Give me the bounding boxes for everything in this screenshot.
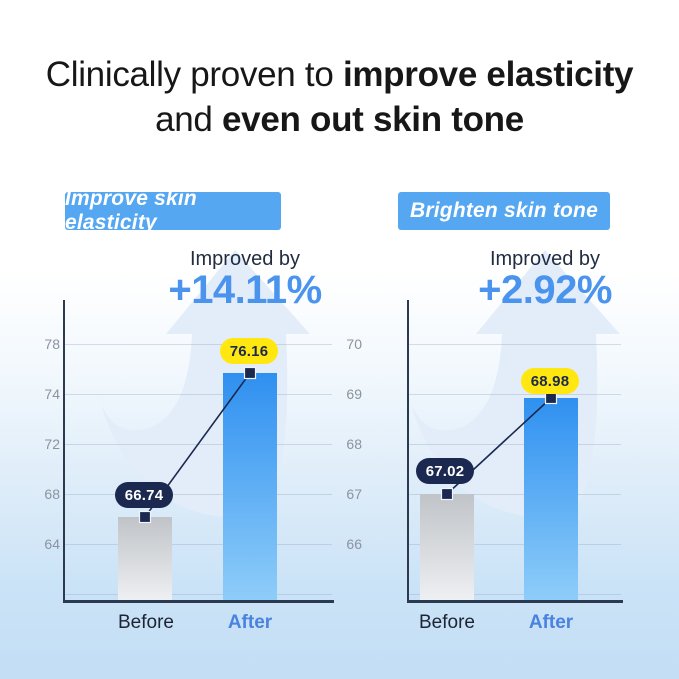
title-bold-2: even out skin tone <box>222 100 524 139</box>
y-axis-line <box>63 300 65 601</box>
banner-improve-elasticity: Improve skin elasticity <box>65 187 281 234</box>
y-tick-label: 70 <box>346 336 362 352</box>
before-value-pill: 66.74 <box>115 482 173 508</box>
gridline <box>65 444 332 445</box>
x-label-after: After <box>528 612 574 633</box>
y-tick-label: 78 <box>44 336 60 352</box>
banner-brighten-tone: Brighten skin tone <box>398 192 610 230</box>
improved-by-label: Improved by <box>489 248 601 270</box>
gridline <box>409 344 621 345</box>
improvement-percent: +2.92% <box>478 268 612 312</box>
y-tick-label: 67 <box>346 486 362 502</box>
gridline <box>65 494 332 495</box>
y-tick-label: 68 <box>346 436 362 452</box>
improvement-percent: +14.11% <box>168 268 322 312</box>
page-title: Clinically proven to improve elasticity … <box>0 52 679 142</box>
gridline <box>409 594 621 595</box>
after-bar <box>524 398 578 601</box>
gridline <box>65 594 332 595</box>
gridline <box>409 444 621 445</box>
before-bar <box>118 517 172 601</box>
after-value-pill: 76.16 <box>220 338 278 364</box>
x-label-before: Before <box>118 612 174 633</box>
title-normal-1: Clinically proven to <box>45 55 334 94</box>
before-bar <box>420 494 474 601</box>
x-label-before: Before <box>419 612 475 633</box>
title-bold-1: improve elasticity <box>342 55 634 94</box>
gridline <box>409 394 621 395</box>
after-value-pill: 68.98 <box>521 368 579 394</box>
before-value-pill: 67.02 <box>416 458 474 484</box>
x-axis-line <box>63 600 334 603</box>
gridline <box>409 544 621 545</box>
improved-by-label: Improved by <box>189 248 301 270</box>
after-bar <box>223 373 277 601</box>
y-axis-line <box>407 300 409 601</box>
title-normal-2: and <box>155 100 213 139</box>
y-tick-label: 66 <box>346 536 362 552</box>
y-tick-label: 74 <box>44 386 60 402</box>
y-tick-label: 68 <box>44 486 60 502</box>
y-tick-label: 69 <box>346 386 362 402</box>
x-label-after: After <box>227 612 273 633</box>
gridline <box>65 344 332 345</box>
y-tick-label: 64 <box>44 536 60 552</box>
x-axis-line <box>407 600 623 603</box>
gridline <box>65 544 332 545</box>
gridline <box>65 394 332 395</box>
y-tick-label: 72 <box>44 436 60 452</box>
